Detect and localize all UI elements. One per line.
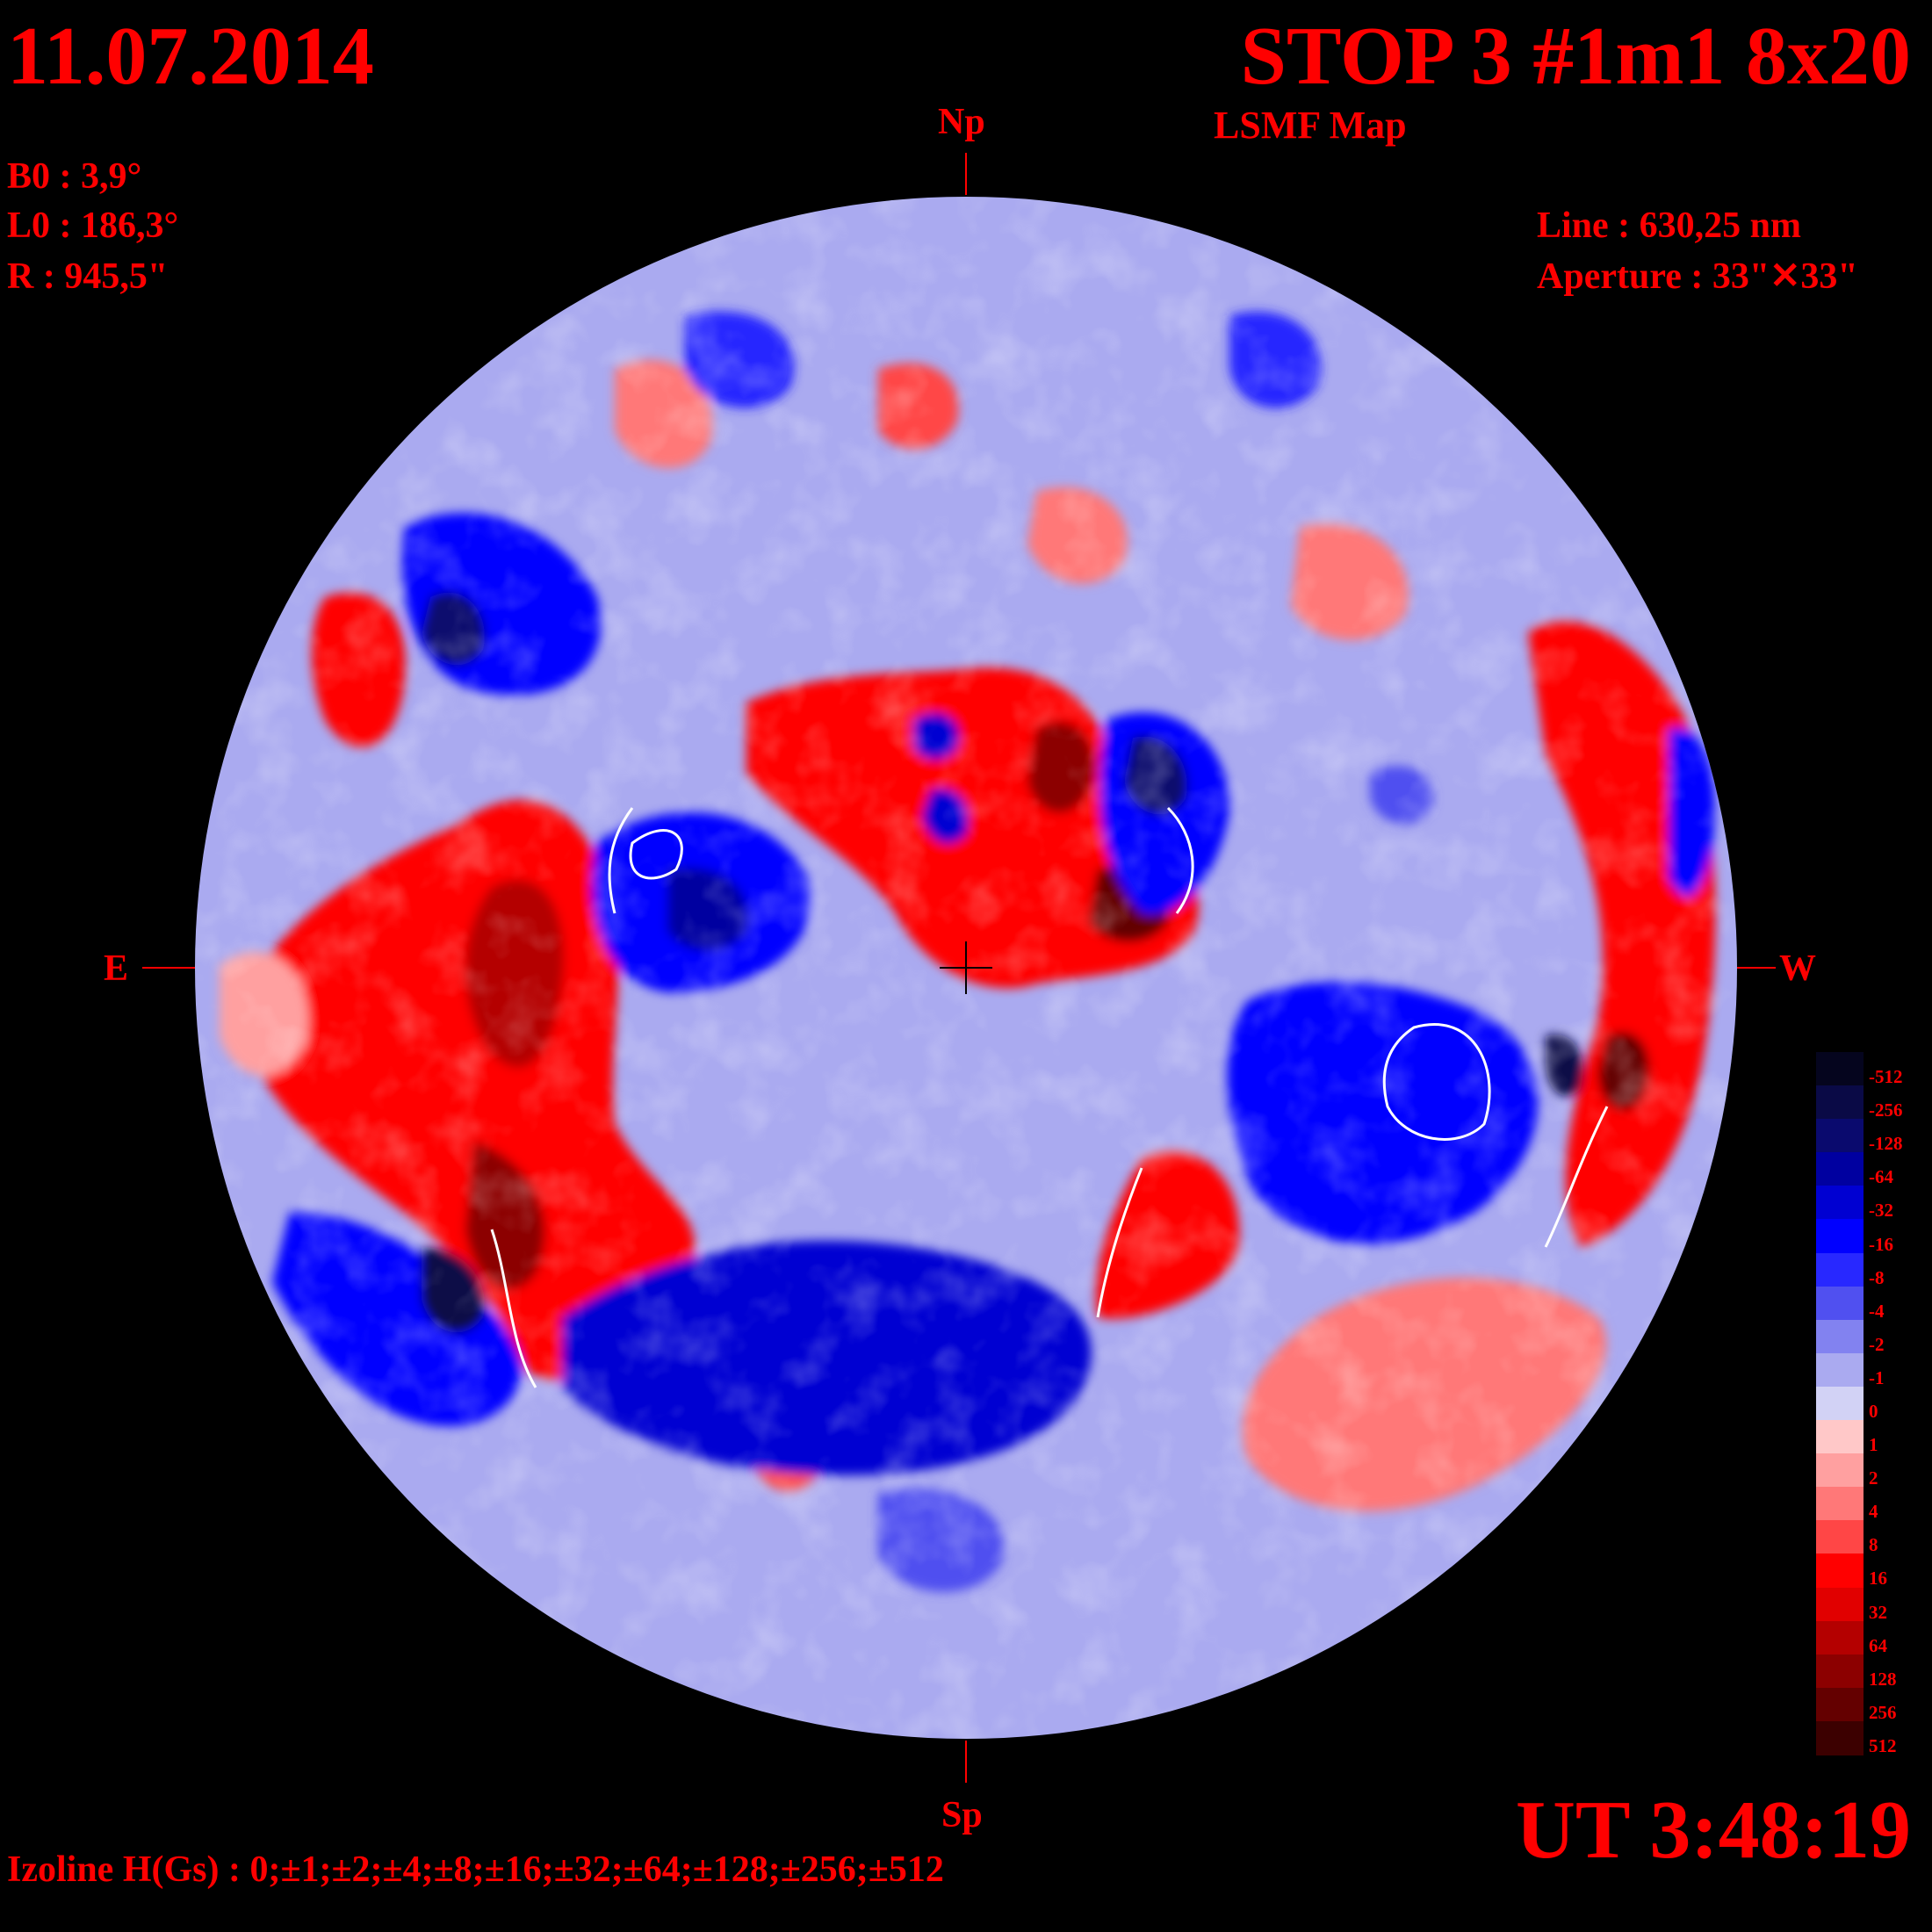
north-pole-label: Np — [938, 102, 985, 142]
scale-segment — [1816, 1620, 1864, 1655]
radius-parameter: R : 945,5" — [7, 256, 169, 297]
observation-date: 11.07.2014 — [7, 11, 374, 102]
disk-center-cross — [940, 941, 992, 994]
scale-segment — [1816, 1085, 1864, 1121]
scale-segment — [1816, 1319, 1864, 1354]
scale-label: -4 — [1869, 1300, 1885, 1322]
scale-segment — [1816, 1720, 1864, 1755]
scale-label: 32 — [1869, 1601, 1887, 1623]
scale-label: -256 — [1869, 1099, 1903, 1121]
aperture-parameter: Aperture : 33"✕33" — [1537, 256, 1858, 297]
b0-parameter: B0 : 3,9° — [7, 156, 142, 197]
scale-label: 1 — [1869, 1434, 1878, 1456]
scale-segment — [1816, 1587, 1864, 1622]
izoline-levels: Izoline H(Gs) : 0;±1;±2;±4;±8;±16;±32;±6… — [7, 1849, 944, 1890]
scale-segment — [1816, 1453, 1864, 1489]
scale-segment — [1816, 1286, 1864, 1321]
scale-label: -64 — [1869, 1166, 1893, 1188]
map-type-label: LSMF Map — [1214, 104, 1407, 147]
south-pole-label: Sp — [941, 1795, 983, 1835]
scale-label: 128 — [1869, 1668, 1897, 1690]
scale-segment — [1816, 1219, 1864, 1254]
scale-label: 8 — [1869, 1534, 1878, 1556]
scale-label: -16 — [1869, 1233, 1893, 1255]
scale-label: -2 — [1869, 1333, 1885, 1355]
scale-label: -8 — [1869, 1266, 1885, 1288]
scale-segment — [1816, 1554, 1864, 1589]
scale-segment — [1816, 1186, 1864, 1221]
scale-label: 64 — [1869, 1634, 1887, 1656]
scale-segment — [1816, 1687, 1864, 1722]
scale-label: -32 — [1869, 1200, 1893, 1222]
scale-segment — [1816, 1420, 1864, 1455]
universal-time: UT 3:48:19 — [1516, 1784, 1911, 1876]
scale-label: 256 — [1869, 1701, 1897, 1723]
field-pattern — [195, 197, 1737, 1739]
scale-segment — [1816, 1152, 1864, 1187]
scale-label: 0 — [1869, 1401, 1878, 1422]
scale-segment — [1816, 1352, 1864, 1388]
scale-segment — [1816, 1119, 1864, 1154]
scale-label: 16 — [1869, 1568, 1887, 1590]
scale-label: 4 — [1869, 1501, 1878, 1523]
scale-segment — [1816, 1520, 1864, 1555]
scale-segment — [1816, 1654, 1864, 1689]
scale-segment — [1816, 1052, 1864, 1086]
scale-label: 512 — [1869, 1734, 1897, 1756]
map-title: STOP 3 #1m1 8x20 — [1240, 11, 1911, 102]
scale-label: -128 — [1869, 1133, 1903, 1155]
scale-segment — [1816, 1487, 1864, 1522]
east-label: E — [104, 948, 129, 989]
scale-segment — [1816, 1386, 1864, 1421]
west-label: W — [1779, 948, 1816, 989]
scale-label: -1 — [1869, 1366, 1885, 1388]
scale-segment — [1816, 1252, 1864, 1287]
spectral-line-parameter: Line : 630,25 nm — [1537, 205, 1802, 246]
scale-label: 2 — [1869, 1467, 1878, 1489]
l0-parameter: L0 : 186,3° — [7, 205, 179, 246]
color-scale-legend: -512 -256 -128 -64 -32 -16 -8 -4 -2 -1 0 1 2 4 8 16 32 64… — [1816, 1052, 1914, 1755]
scale-label: -512 — [1869, 1066, 1903, 1088]
